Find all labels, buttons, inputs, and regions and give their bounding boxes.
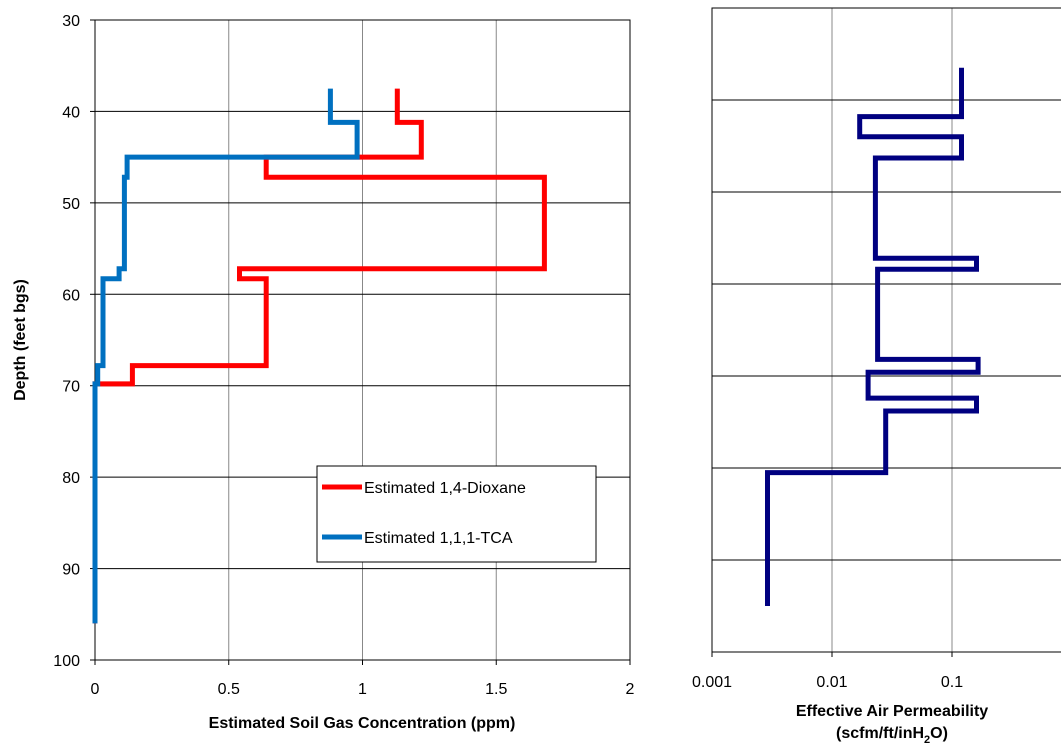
left-x-axis-title: Estimated Soil Gas Concentration (ppm) xyxy=(209,715,516,732)
right-series-group xyxy=(765,67,981,606)
left-x-tick-label: 0.5 xyxy=(218,681,240,698)
legend-box xyxy=(316,465,597,563)
left-y-tick-label: 60 xyxy=(62,287,80,304)
series-line-permeability xyxy=(765,67,981,606)
left-plot-frame xyxy=(94,19,631,661)
right-plot-frame xyxy=(711,7,1061,653)
left-y-tick-label: 50 xyxy=(62,196,80,213)
series-line-dioxane xyxy=(92,88,547,624)
right-x-tick-label: 0.1 xyxy=(941,674,963,691)
right-x-axis-title-part-b: O) xyxy=(930,725,948,742)
right-x-axis-title-part-a: (scfm/ft/inH xyxy=(836,725,924,742)
left-gridlines xyxy=(90,19,631,665)
left-x-tick-label: 1.5 xyxy=(485,681,507,698)
right-x-axis-title-sub: 2 xyxy=(924,734,930,746)
legend-label-tca: Estimated 1,1,1-TCA xyxy=(364,530,513,547)
right-x-axis-title-line1: Effective Air Permeability xyxy=(796,703,988,720)
left-x-tick-label: 0 xyxy=(91,681,100,698)
left-x-tick-label: 1 xyxy=(358,681,367,698)
left-y-tick-label: 30 xyxy=(62,13,80,30)
right-x-axis-title-line2: (scfm/ft/inH2O) xyxy=(836,725,948,746)
legend: Estimated 1,4-Dioxane Estimated 1,1,1-TC… xyxy=(316,465,597,563)
left-y-tick-label: 80 xyxy=(62,470,80,487)
left-y-tick-label: 100 xyxy=(53,653,80,670)
left-x-tick-label: 2 xyxy=(626,681,635,698)
left-y-tick-label: 90 xyxy=(62,562,80,579)
left-series-group xyxy=(92,88,547,624)
left-tick-labels: 0 0.5 1 1.5 2 30 40 50 60 70 80 90 100 xyxy=(53,13,634,698)
legend-label-dioxane: Estimated 1,4-Dioxane xyxy=(364,480,526,497)
right-gridlines xyxy=(711,8,1061,657)
left-y-tick-label: 70 xyxy=(62,379,80,396)
right-x-tick-label: 0.001 xyxy=(692,674,732,691)
right-x-tick-label: 0.01 xyxy=(816,674,847,691)
left-y-tick-label: 40 xyxy=(62,104,80,121)
left-y-axis-title: Depth (feet bgs) xyxy=(12,279,29,401)
series-line-tca xyxy=(92,88,360,624)
